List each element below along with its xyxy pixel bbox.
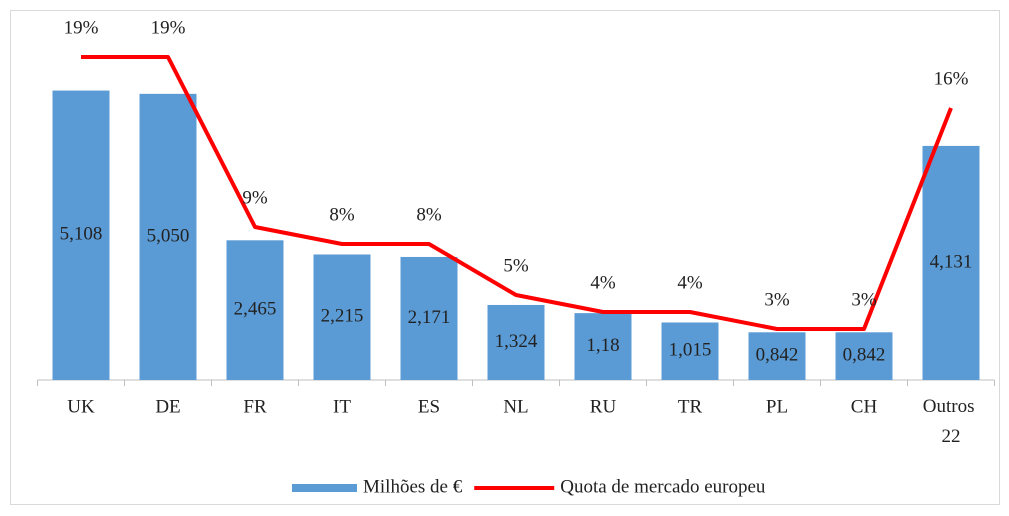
x-tick-label: ES — [418, 396, 440, 417]
x-tick-label: DE — [155, 396, 180, 417]
bar — [52, 90, 110, 381]
bar — [574, 313, 632, 380]
line-value-label: 4% — [677, 272, 703, 293]
bar — [487, 304, 545, 380]
x-tick-label: CH — [851, 396, 878, 417]
line-value-label: 19% — [64, 17, 99, 38]
bar-value-label: 2,215 — [321, 306, 364, 327]
legend-label: Milhões de € — [363, 476, 463, 497]
bar — [226, 240, 284, 380]
bar-value-label: 1,324 — [495, 331, 538, 352]
x-tick-label: FR — [243, 396, 267, 417]
x-tick-label: TR — [678, 396, 703, 417]
x-tick-label: NL — [503, 396, 528, 417]
line-value-label: 9% — [242, 187, 268, 208]
bar-value-label: 4,131 — [930, 251, 973, 272]
bar — [748, 332, 806, 380]
bar-value-label: 5,050 — [147, 225, 190, 246]
x-tick-label: UK — [67, 396, 95, 417]
bar-value-label: 2,171 — [408, 307, 451, 328]
line-value-label: 3% — [851, 289, 877, 310]
bar-value-label: 2,465 — [234, 299, 277, 320]
bar — [313, 254, 371, 380]
legend-swatch — [292, 484, 357, 492]
line-value-label: 8% — [416, 204, 442, 225]
bar-value-label: 0,842 — [756, 345, 799, 366]
line-value-label: 19% — [151, 17, 186, 38]
x-tick-label: PL — [766, 396, 788, 417]
x-tick-label: Outros 22 — [923, 396, 979, 447]
bar — [139, 93, 197, 380]
bar-value-label: 0,842 — [843, 345, 886, 366]
bar — [400, 256, 458, 380]
bar — [922, 145, 980, 380]
bar-value-label: 1,015 — [669, 340, 712, 361]
line-value-label: 3% — [764, 289, 790, 310]
line — [81, 55, 953, 331]
bar-value-label: 1,18 — [586, 335, 619, 356]
line-value-label: 8% — [329, 204, 355, 225]
x-tick-label: IT — [333, 396, 351, 417]
bar-value-label: 5,108 — [60, 224, 103, 245]
line-value-label: 4% — [590, 272, 616, 293]
legend-label: Quota de mercado europeu — [560, 476, 766, 497]
line-value-label: 5% — [503, 255, 529, 276]
bar — [661, 322, 719, 380]
x-tick-label: RU — [590, 396, 617, 417]
bar — [835, 332, 893, 380]
line-value-label: 16% — [934, 68, 969, 89]
